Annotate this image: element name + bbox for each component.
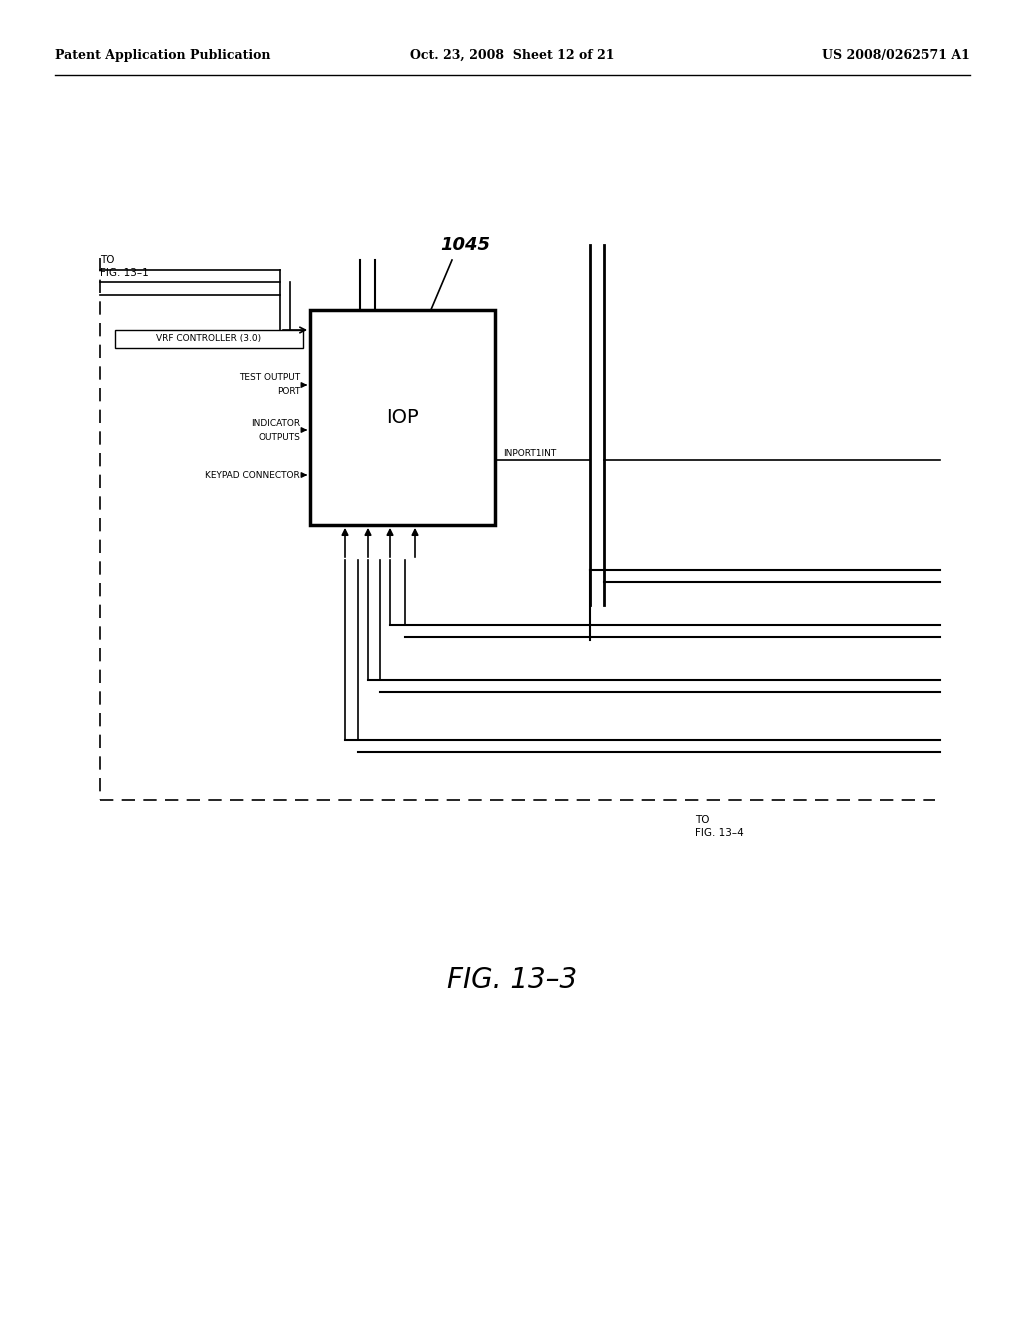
Text: INPORT1INT: INPORT1INT bbox=[503, 450, 556, 458]
Text: FIG. 13–3: FIG. 13–3 bbox=[446, 966, 578, 994]
Text: TO: TO bbox=[695, 814, 710, 825]
Text: Oct. 23, 2008  Sheet 12 of 21: Oct. 23, 2008 Sheet 12 of 21 bbox=[410, 49, 614, 62]
Text: 1045: 1045 bbox=[440, 236, 490, 253]
Text: TO: TO bbox=[100, 255, 115, 265]
Text: US 2008/0262571 A1: US 2008/0262571 A1 bbox=[822, 49, 970, 62]
Text: TEST OUTPUT: TEST OUTPUT bbox=[239, 374, 300, 383]
Bar bbox=[115, 330, 303, 348]
Text: Patent Application Publication: Patent Application Publication bbox=[55, 49, 270, 62]
Text: VRF CONTROLLER (3.0): VRF CONTROLLER (3.0) bbox=[157, 334, 261, 343]
Bar bbox=[310, 310, 495, 525]
Text: PORT: PORT bbox=[276, 388, 300, 396]
Text: OUTPUTS: OUTPUTS bbox=[258, 433, 300, 441]
Text: FIG. 13–4: FIG. 13–4 bbox=[695, 828, 743, 838]
Text: FIG. 13–1: FIG. 13–1 bbox=[100, 268, 148, 279]
Text: INDICATOR: INDICATOR bbox=[251, 418, 300, 428]
Text: IOP: IOP bbox=[386, 408, 419, 426]
Text: KEYPAD CONNECTOR: KEYPAD CONNECTOR bbox=[205, 470, 300, 479]
